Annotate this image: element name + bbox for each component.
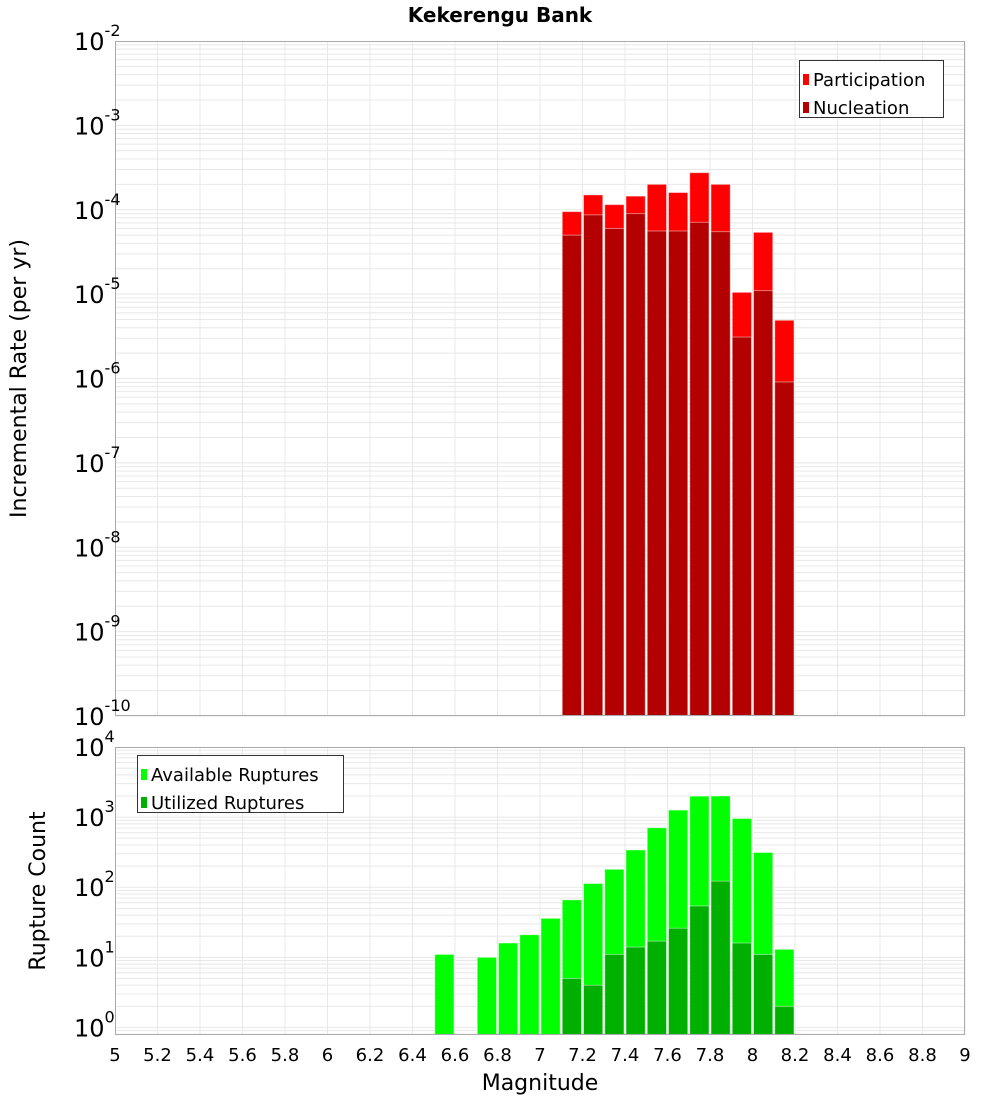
legend-label: Available Ruptures [151, 765, 319, 786]
legend: Available Ruptures Utilized Ruptures [137, 755, 344, 814]
plot-incremental-rate: 10-2 10-3 10-4 10-5 10-6 10-7 10-8 10-9 10-10 Inc… [7, 3, 966, 731]
bar [434, 953, 455, 1036]
x-tick-label: 5.6 [228, 1045, 257, 1066]
x-tick-label: 6 [322, 1045, 333, 1066]
bar [561, 234, 582, 717]
y-axis-label: Rupture Count [26, 811, 51, 971]
bar [498, 942, 519, 1036]
y-tick-label: 100 [74, 1007, 115, 1042]
bar [731, 336, 752, 717]
x-tick-label: 7.4 [611, 1045, 640, 1066]
bar [689, 905, 710, 1036]
bar [561, 977, 582, 1036]
legend-swatch [141, 797, 147, 808]
y-tick-label: 104 [74, 727, 115, 762]
legend-label: Utilized Ruptures [151, 793, 304, 814]
bar [625, 213, 646, 717]
y-tick-label: 102 [74, 867, 115, 902]
x-tick-label: 8.6 [866, 1045, 895, 1066]
series-nucleation [561, 213, 795, 717]
bar [710, 231, 731, 717]
bar [646, 230, 667, 717]
y-tick-label: 10-9 [74, 612, 121, 647]
x-tick-label: 5 [109, 1045, 120, 1066]
y-tick-label: 10-4 [74, 190, 121, 225]
series-utilized-ruptures [561, 880, 795, 1036]
y-tick-label: 10-10 [74, 696, 131, 731]
bar [476, 956, 497, 1036]
bar [668, 230, 689, 717]
y-tick-label: 10-3 [74, 105, 121, 140]
x-tick-label: 7 [534, 1045, 545, 1066]
bar [583, 214, 604, 717]
bar [774, 1005, 795, 1036]
bar [646, 940, 667, 1036]
legend-swatch [803, 102, 809, 113]
bar [625, 946, 646, 1036]
x-tick-label: 7.8 [696, 1045, 725, 1066]
x-tick-label: 5.8 [271, 1045, 300, 1066]
x-tick-label: 8.4 [823, 1045, 852, 1066]
x-tick-label: 6.6 [441, 1045, 470, 1066]
bar [540, 917, 561, 1036]
plot-border [115, 41, 965, 716]
x-tick-label: 8.2 [781, 1045, 810, 1066]
x-tick-label: 6.4 [398, 1045, 427, 1066]
bar [604, 227, 625, 717]
bar [753, 290, 774, 717]
bar [583, 984, 604, 1036]
legend-box [799, 60, 944, 118]
x-tick-label: 5.2 [143, 1045, 172, 1066]
x-tick-label: 8 [747, 1045, 758, 1066]
bar [731, 942, 752, 1036]
bar [604, 953, 625, 1036]
x-tick-label: 6.8 [483, 1045, 512, 1066]
x-tick-label: 7.2 [568, 1045, 597, 1066]
x-tick-label: 5.4 [186, 1045, 215, 1066]
legend-label: Participation [813, 70, 925, 91]
bar [710, 880, 731, 1036]
legend-box [137, 755, 344, 813]
bar [774, 381, 795, 717]
plot-border [115, 747, 965, 1035]
gridlines [115, 41, 966, 717]
y-axis-label: Incremental Rate (per yr) [7, 239, 32, 518]
legend: Participation Nucleation [799, 60, 944, 119]
x-tick-label: 7.6 [653, 1045, 682, 1066]
bar [519, 934, 540, 1036]
y-tick-label: 10-5 [74, 274, 121, 309]
bar [668, 927, 689, 1036]
bar [753, 953, 774, 1036]
y-tick-label: 10-2 [74, 21, 121, 56]
x-tick-label: 8.8 [908, 1045, 937, 1066]
plot-rupture-count: 104 103 102 101 100 Rupture Count Available Ru… [26, 727, 971, 1096]
y-tick-label: 103 [74, 797, 115, 832]
legend-label: Nucleation [813, 98, 909, 119]
bar [689, 221, 710, 717]
x-tick-label: 6.2 [356, 1045, 385, 1066]
x-tick-label: 9 [959, 1045, 970, 1066]
chart-title: Kekerengu Bank [408, 3, 593, 27]
legend-swatch [141, 769, 147, 780]
y-tick-label: 10-6 [74, 359, 121, 394]
legend-swatch [803, 74, 809, 85]
y-tick-label: 101 [74, 937, 115, 972]
x-axis-label: Magnitude [482, 1071, 599, 1096]
y-tick-label: 10-8 [74, 527, 121, 562]
y-tick-label: 10-7 [74, 443, 121, 478]
